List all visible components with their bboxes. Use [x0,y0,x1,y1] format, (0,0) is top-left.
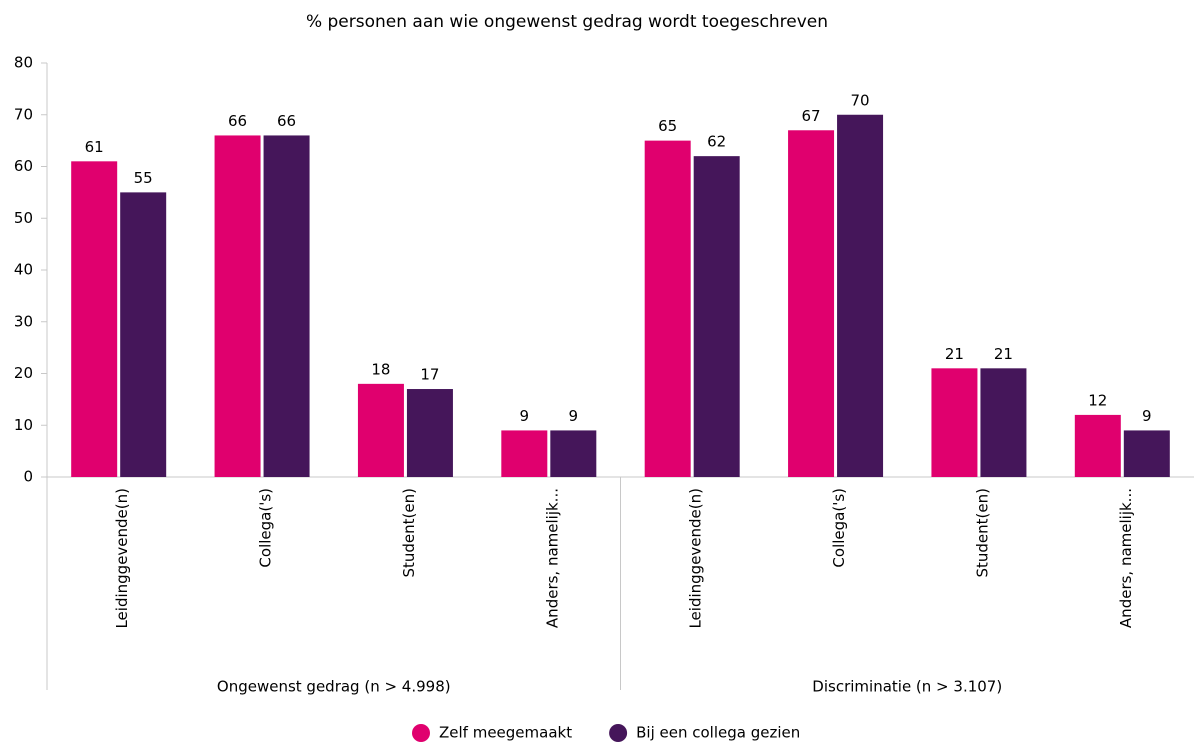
x-tick-label: Anders, namelijk... [543,488,561,628]
data-label: 66 [228,112,247,130]
bar [788,130,835,477]
bar [501,430,548,477]
x-tick-label: Anders, namelijk... [1117,488,1135,628]
legend-label: Bij een collega gezien [636,724,800,742]
x-tick-label: Leidinggevende(n) [113,488,131,629]
legend-marker [609,724,628,742]
y-tick-label: 80 [14,54,33,72]
y-tick-label: 0 [23,468,33,486]
data-label: 62 [707,133,726,151]
bar [550,430,597,477]
bar [120,192,167,477]
data-label: 61 [85,138,104,156]
data-label: 9 [520,407,530,425]
data-label: 67 [802,107,821,125]
bar [71,161,118,477]
y-tick-label: 60 [14,157,33,175]
bar [931,368,978,477]
x-tick-label: Leidinggevende(n) [687,488,705,629]
y-tick-label: 10 [14,416,33,434]
bar [263,135,310,477]
data-label: 9 [569,407,579,425]
data-label: 12 [1088,391,1107,409]
data-label: 70 [851,91,870,109]
y-tick-label: 40 [14,261,33,279]
bar [837,114,884,477]
bar [357,383,404,477]
y-tick-label: 20 [14,364,33,382]
bar [406,389,453,477]
y-tick-label: 30 [14,312,33,330]
legend-label: Zelf meegemaakt [439,724,572,742]
bar [693,156,740,477]
bar [1074,414,1121,477]
data-label: 18 [371,360,390,378]
data-label: 55 [134,169,153,187]
x-tick-label: Collega('s) [830,488,848,568]
data-label: 9 [1142,407,1152,425]
data-label: 21 [945,345,964,363]
group-label: Discriminatie (n > 3.107) [812,678,1002,696]
x-tick-label: Student(en) [400,488,418,578]
x-tick-label: Collega('s) [257,488,275,568]
y-tick-label: 50 [14,209,33,227]
chart-title: % personen aan wie ongewenst gedrag word… [306,12,828,32]
bar [1123,430,1170,477]
bar [214,135,261,477]
group-label: Ongewenst gedrag (n > 4.998) [217,678,451,696]
data-label: 17 [420,366,439,384]
bar [980,368,1027,477]
data-label: 21 [994,345,1013,363]
data-label: 65 [658,117,677,135]
x-tick-label: Student(en) [973,488,991,578]
y-tick-label: 70 [14,105,33,123]
bar [644,140,691,477]
legend-marker [412,724,430,742]
data-label: 66 [277,112,296,130]
